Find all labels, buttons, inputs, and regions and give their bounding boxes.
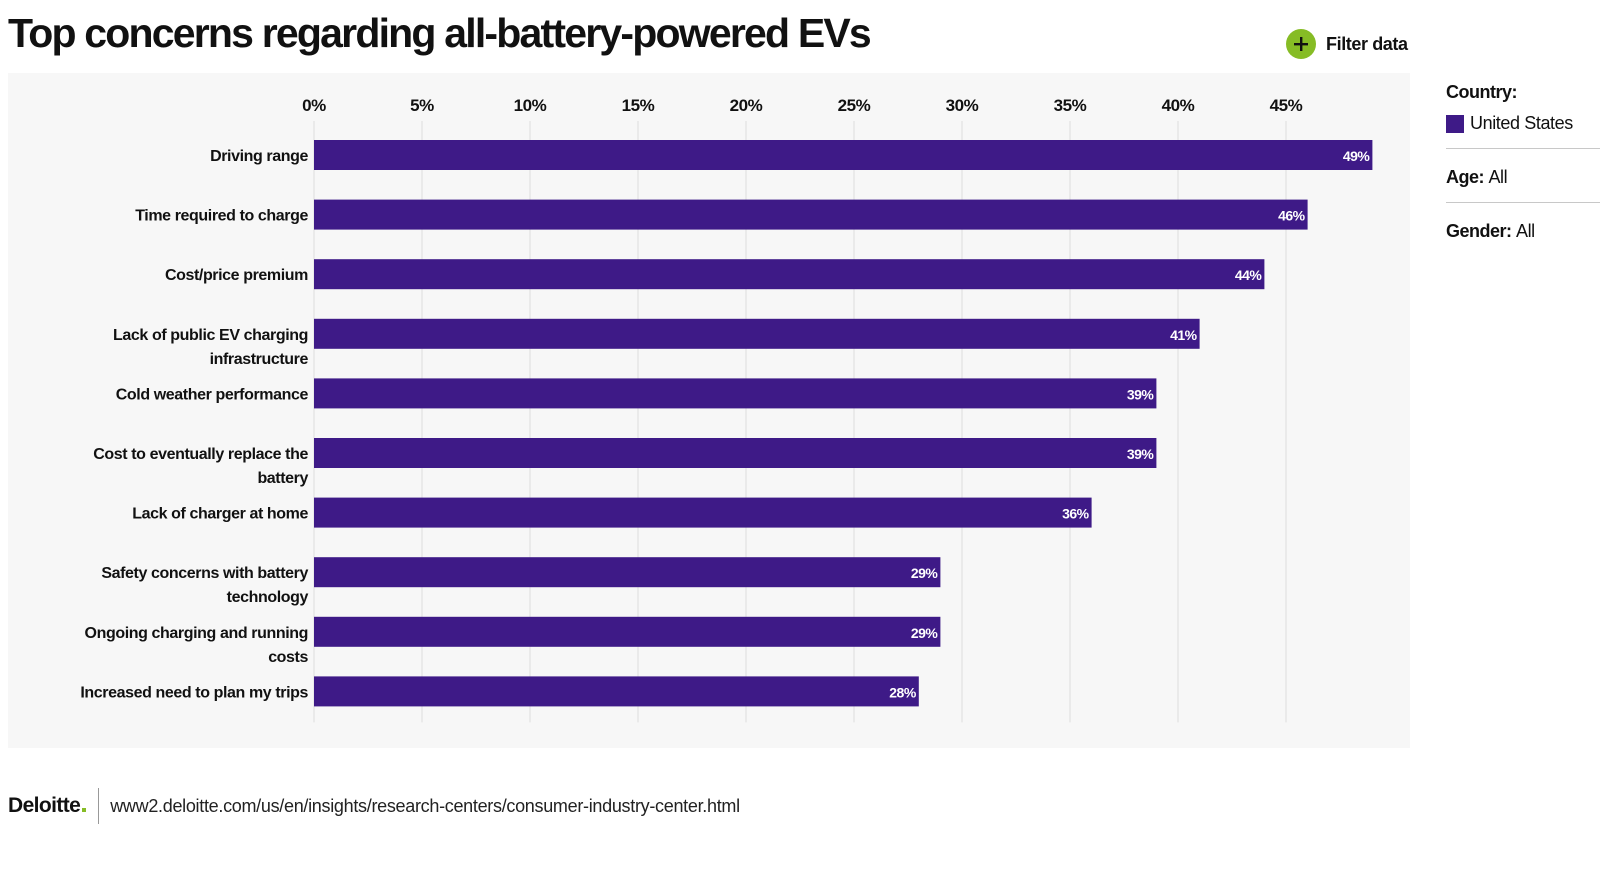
filter-data-button[interactable]: Filter data: [1286, 29, 1408, 59]
category-label: Driving range: [210, 148, 308, 165]
category-label-line: battery: [257, 470, 308, 487]
bar-value-label: 44%: [1235, 267, 1263, 283]
divider: [1446, 148, 1600, 149]
category-label-line: infrastructure: [210, 351, 309, 368]
x-tick-label: 40%: [1162, 96, 1195, 115]
x-tick-label: 0%: [302, 96, 326, 115]
bar: [314, 318, 1200, 349]
category-label: Cost to eventually replace the battery: [93, 446, 308, 487]
x-tick-label: 30%: [946, 96, 979, 115]
x-tick-label: 25%: [838, 96, 871, 115]
x-tick-label: 20%: [730, 96, 763, 115]
category-label: Ongoing charging and running costs: [85, 625, 309, 666]
bar: [314, 557, 941, 588]
bar-value-label: 46%: [1278, 208, 1306, 224]
category-label: Lack of charger at home: [132, 506, 308, 523]
bar-value-label: 39%: [1127, 446, 1155, 462]
bar: [314, 616, 941, 647]
bar-value-label: 41%: [1170, 327, 1198, 343]
category-label: Cost/price premium: [165, 267, 308, 284]
divider: [1446, 202, 1600, 203]
category-label-line: Lack of charger at home: [132, 506, 308, 523]
x-tick-label: 5%: [410, 96, 434, 115]
category-label-line: Driving range: [210, 148, 308, 165]
age-filter: Age: All: [1446, 149, 1600, 188]
bar: [314, 199, 1308, 230]
bar-value-label: 28%: [889, 684, 917, 700]
x-tick-label: 45%: [1270, 96, 1303, 115]
bar: [314, 676, 919, 707]
bar-value-label: 49%: [1343, 148, 1371, 164]
age-value: All: [1488, 167, 1508, 187]
category-label-line: technology: [227, 589, 309, 606]
gender-label: Gender:: [1446, 221, 1512, 241]
x-tick-label: 15%: [622, 96, 655, 115]
category-label-line: Ongoing charging and running: [85, 625, 308, 642]
bar: [314, 378, 1157, 409]
bar-value-label: 39%: [1127, 386, 1155, 402]
bar: [314, 140, 1373, 170]
bar-chart: 0% 5% 10% 15% 20% 25% 30% 35% 40% 45% 49% Driving r…: [80, 96, 1373, 723]
bar-value-label: 29%: [911, 625, 939, 641]
age-label: Age:: [1446, 167, 1485, 187]
category-label-line: Cost/price premium: [165, 267, 308, 284]
category-label: Increased need to plan my trips: [80, 684, 308, 701]
page-title: Top concerns regarding all-battery-power…: [8, 10, 872, 56]
bar-value-label: 36%: [1062, 506, 1090, 522]
deloitte-logo: Deloitte: [8, 794, 87, 818]
category-label-line: Time required to charge: [135, 208, 308, 225]
legend-swatch: [1446, 114, 1464, 133]
footer: Deloitte www2.deloitte.com/us/en/insight…: [8, 788, 740, 824]
category-label-line: Lack of public EV charging: [113, 327, 308, 344]
category-label-line: costs: [268, 649, 308, 666]
category-label-line: Cost to eventually replace the: [93, 446, 308, 463]
x-tick-label: 35%: [1054, 96, 1087, 115]
gender-filter: Gender: All: [1446, 203, 1600, 242]
category-label-line: Increased need to plan my trips: [80, 684, 308, 701]
category-label: Safety concerns with battery technology: [101, 565, 308, 606]
bar: [314, 497, 1092, 528]
filter-data-label: Filter data: [1326, 33, 1408, 54]
footer-divider: [98, 788, 100, 824]
country-filter: Country: United States: [1446, 82, 1600, 134]
category-label-line: Cold weather performance: [116, 386, 309, 403]
country-value: United States: [1470, 113, 1573, 133]
legend-item-united-states: United States: [1446, 113, 1600, 134]
bar: [314, 259, 1265, 290]
category-label: Cold weather performance: [116, 386, 309, 403]
chart-panel: 0% 5% 10% 15% 20% 25% 30% 35% 40% 45% 49% Driving r…: [8, 73, 1410, 748]
bar-value-label: 29%: [911, 565, 939, 581]
filter-summary-panel: Country: United States Age: All Gender: …: [1446, 82, 1600, 242]
country-label: Country:: [1446, 82, 1518, 102]
source-link[interactable]: www2.deloitte.com/us/en/insights/researc…: [110, 795, 740, 816]
category-label: Time required to charge: [135, 208, 308, 225]
category-label: Lack of public EV charging infrastructure: [113, 327, 308, 368]
bar: [314, 438, 1157, 468]
plus-circle-icon: [1286, 29, 1316, 59]
category-label-line: Safety concerns with battery: [101, 565, 308, 582]
gender-value: All: [1515, 221, 1535, 241]
x-tick-label: 10%: [514, 96, 547, 115]
